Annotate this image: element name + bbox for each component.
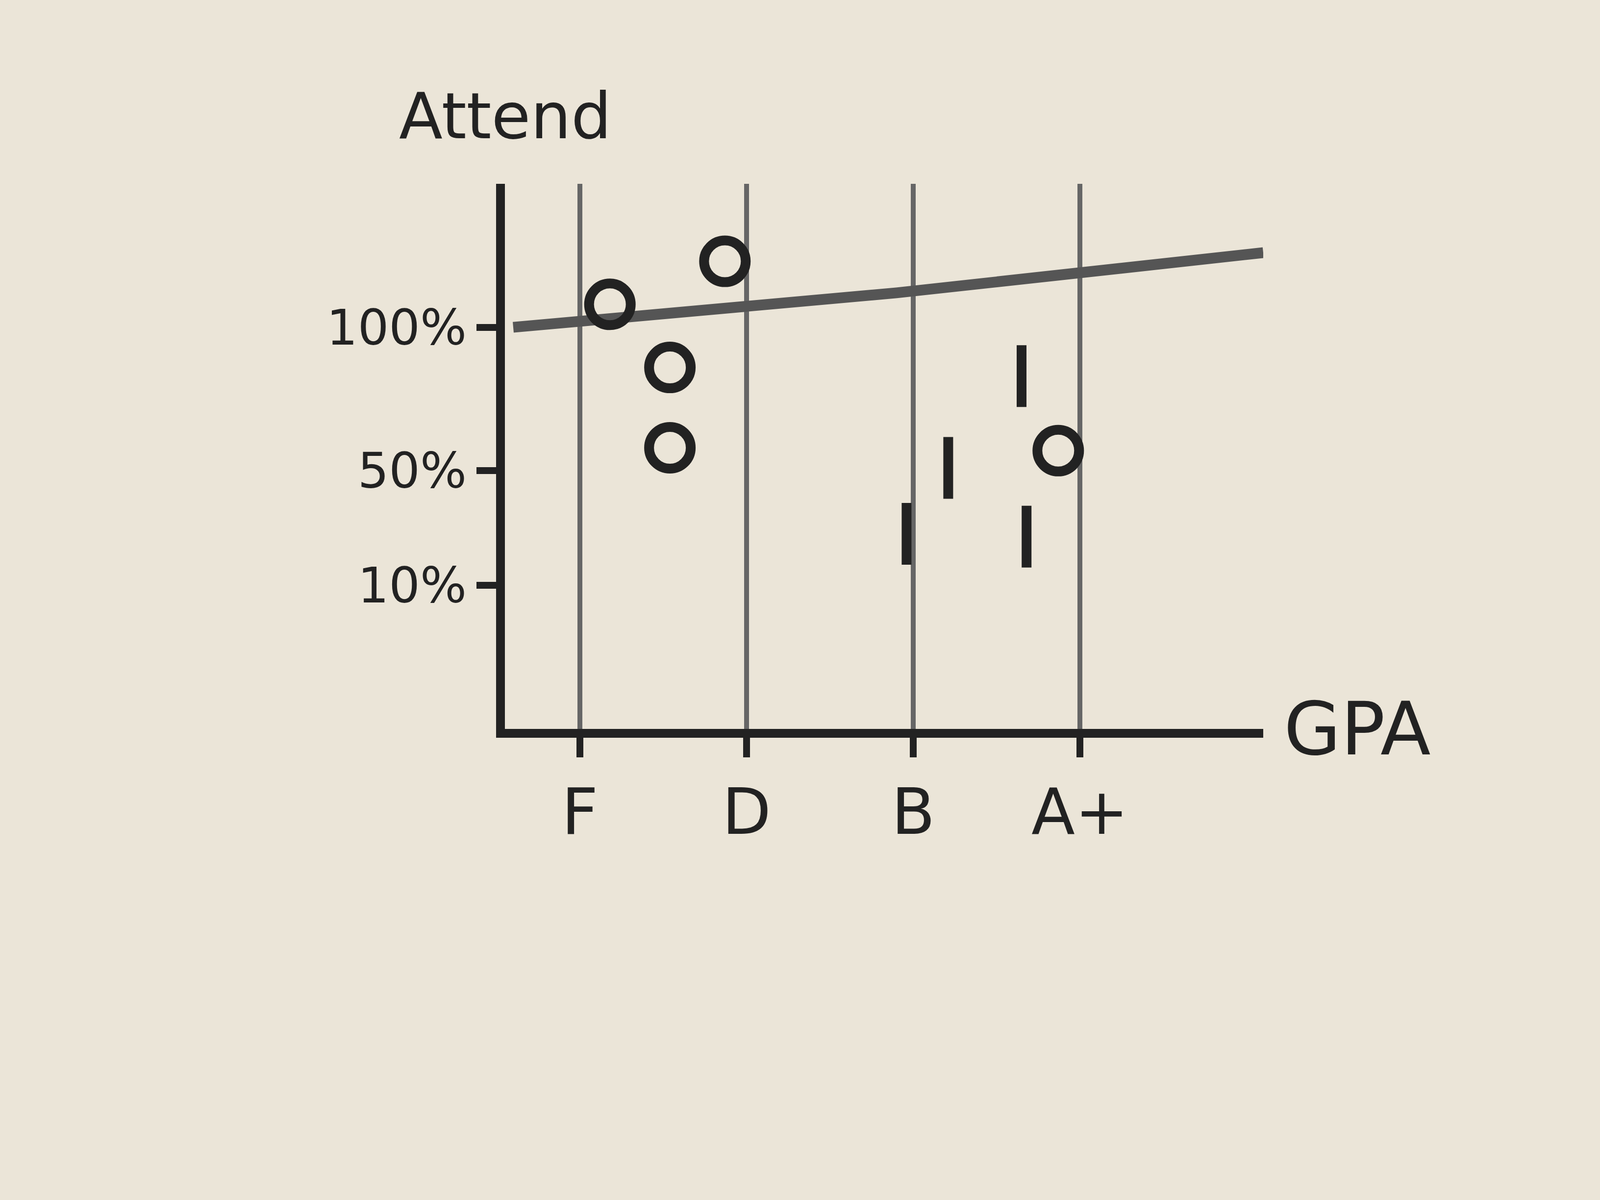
svg-text:F: F xyxy=(561,774,599,850)
svg-text:Attend: Attend xyxy=(399,78,612,154)
svg-text:100%: 100% xyxy=(326,299,467,357)
svg-text:A+: A+ xyxy=(1031,774,1129,850)
svg-text:GPA: GPA xyxy=(1283,686,1431,772)
svg-text:D: D xyxy=(722,774,772,850)
svg-text:10%: 10% xyxy=(357,556,467,615)
svg-text:50%: 50% xyxy=(357,442,467,500)
svg-text:B: B xyxy=(891,774,935,850)
